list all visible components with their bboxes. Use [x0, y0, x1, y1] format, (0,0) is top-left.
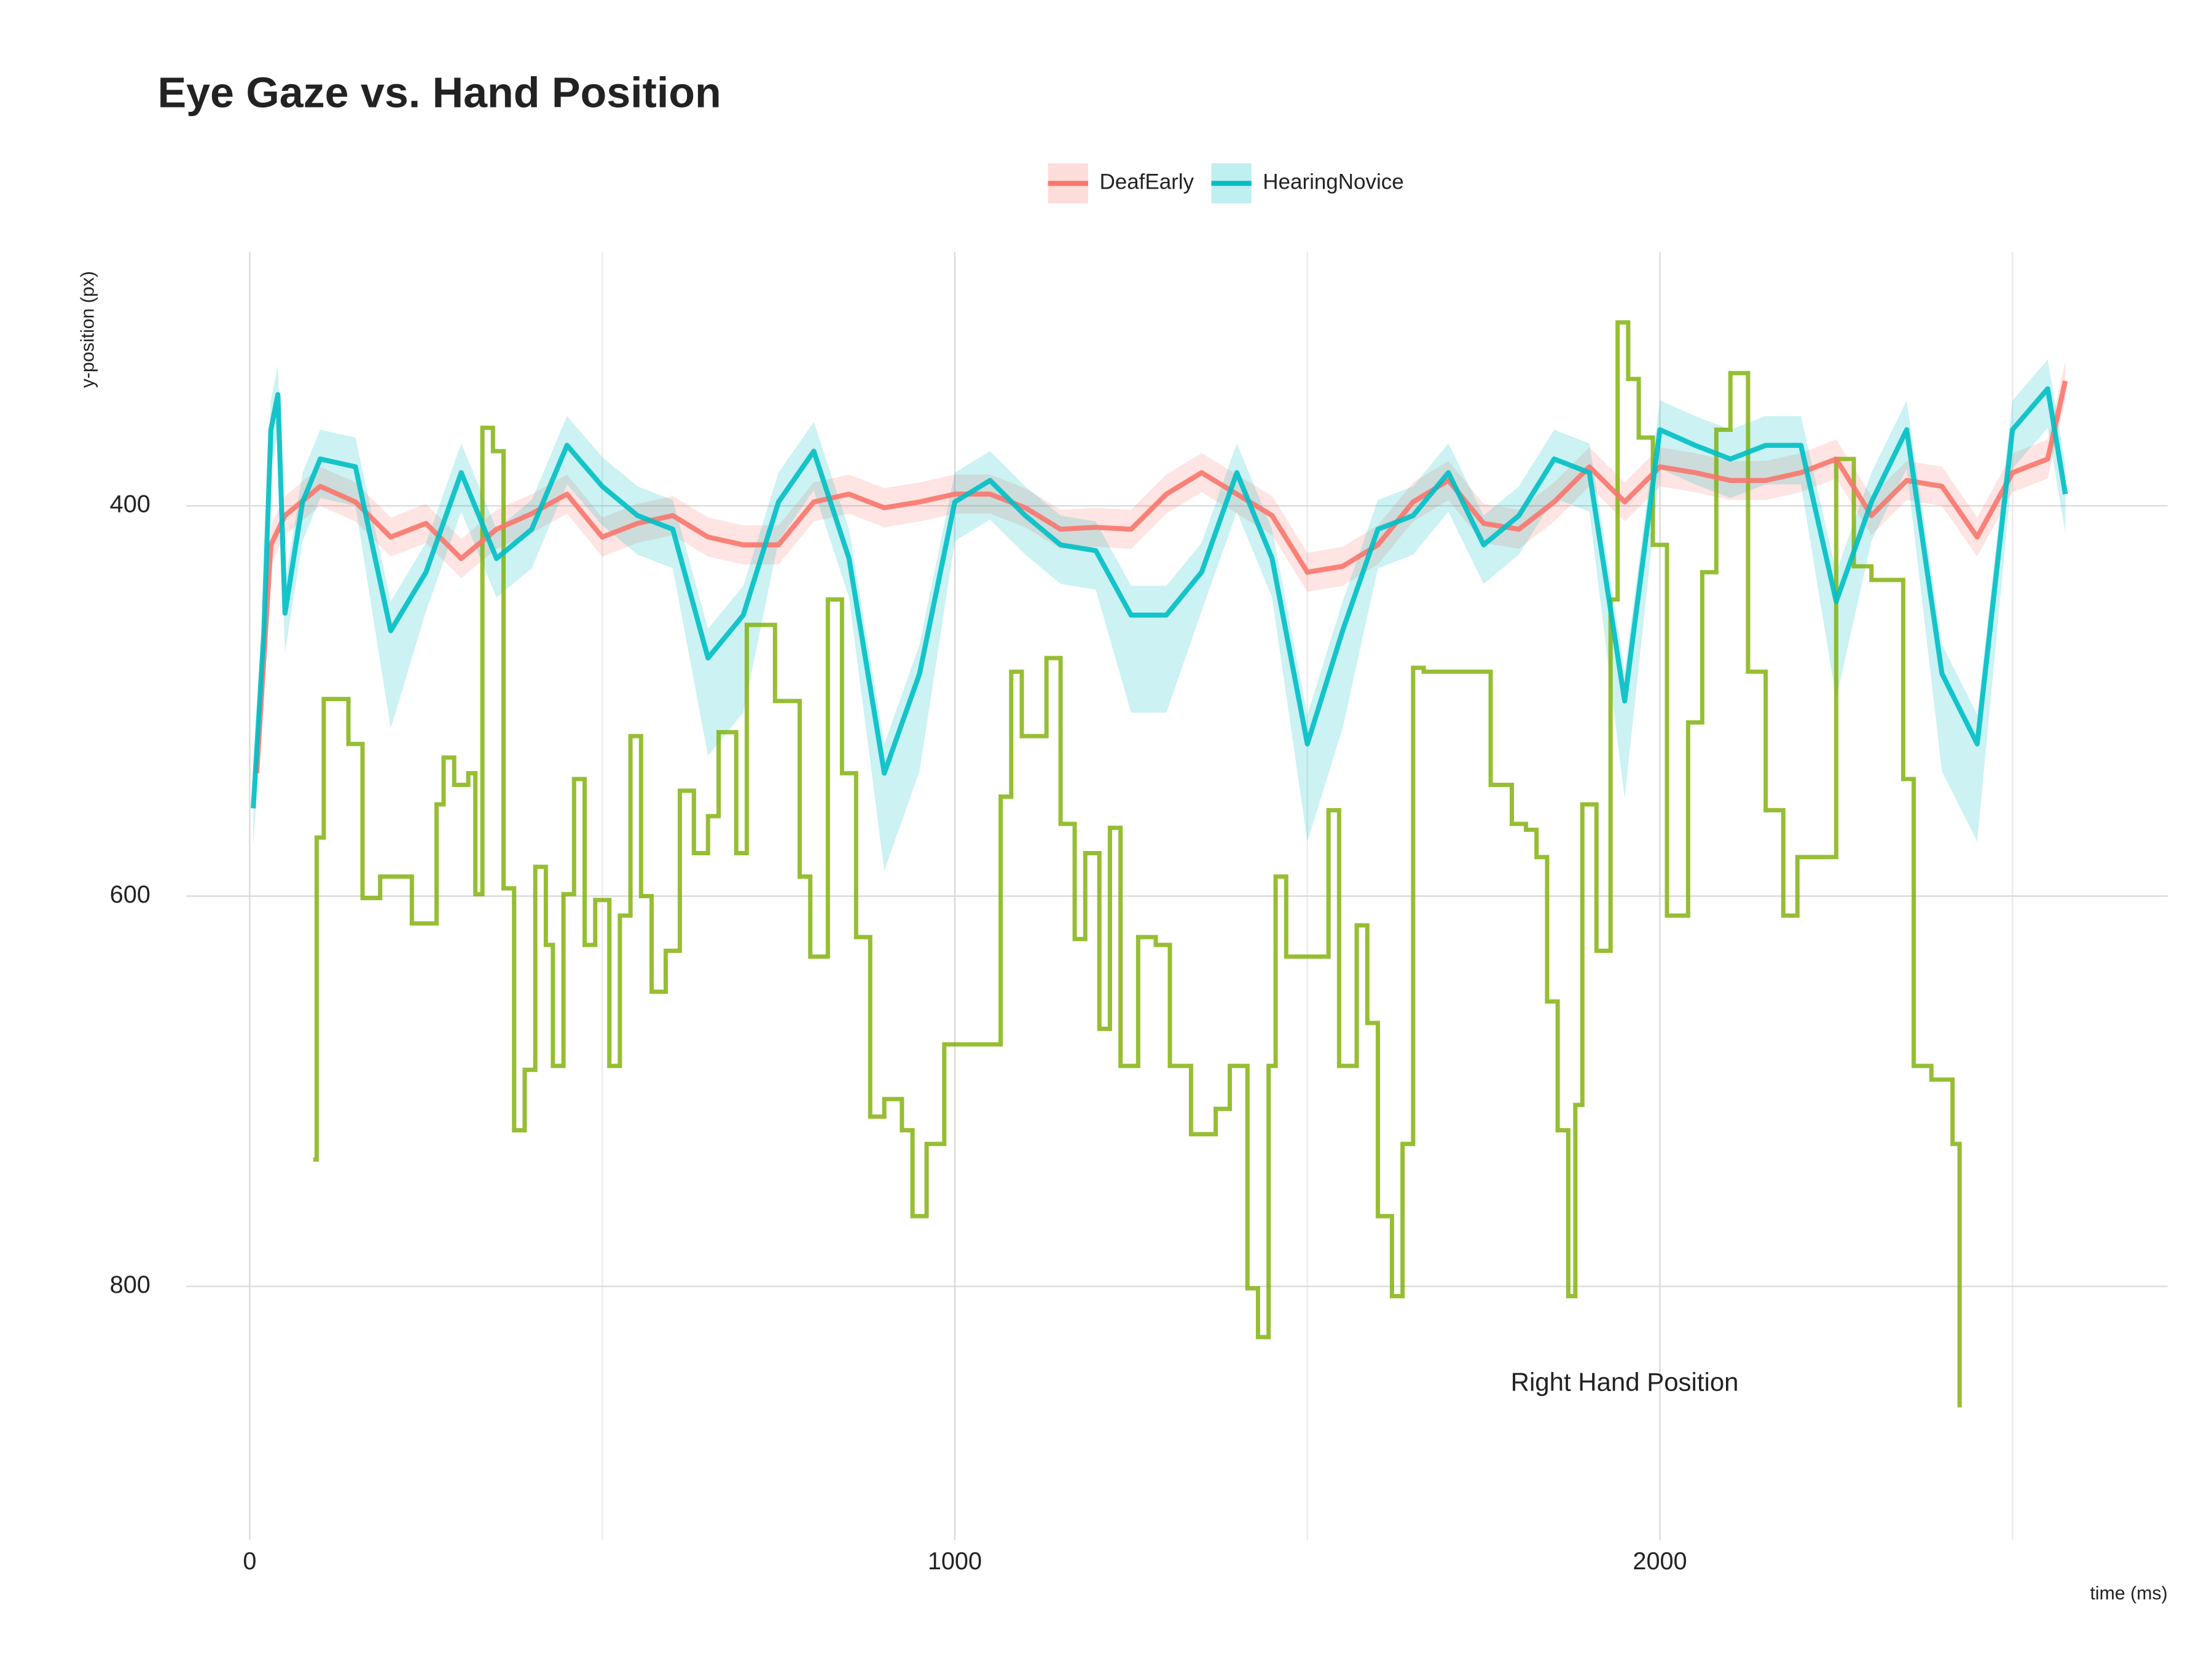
annotation: Right Hand Position — [1511, 1367, 1739, 1396]
x-tick-label: 0 — [243, 1548, 256, 1575]
x-tick-label: 2000 — [1633, 1548, 1687, 1575]
x-tick-label: 1000 — [928, 1548, 982, 1575]
legend-label: DeafEarly — [1100, 170, 1194, 194]
y-tick-label: 600 — [110, 881, 151, 908]
step-line — [313, 320, 1962, 1408]
line — [251, 386, 2068, 809]
x-axis-label: time (ms) — [2090, 1583, 2168, 1604]
legend-label: HearingNovice — [1263, 170, 1403, 194]
chart-title: Eye Gaze vs. Hand Position — [157, 69, 721, 117]
y-tick-label: 800 — [110, 1271, 151, 1298]
legend-item: DeafEarly — [1048, 163, 1194, 204]
y-axis-label: y-position (px) — [78, 271, 98, 388]
legend-item: HearingNovice — [1211, 163, 1404, 204]
line — [254, 380, 2068, 774]
y-tick-label: 400 — [110, 491, 151, 518]
